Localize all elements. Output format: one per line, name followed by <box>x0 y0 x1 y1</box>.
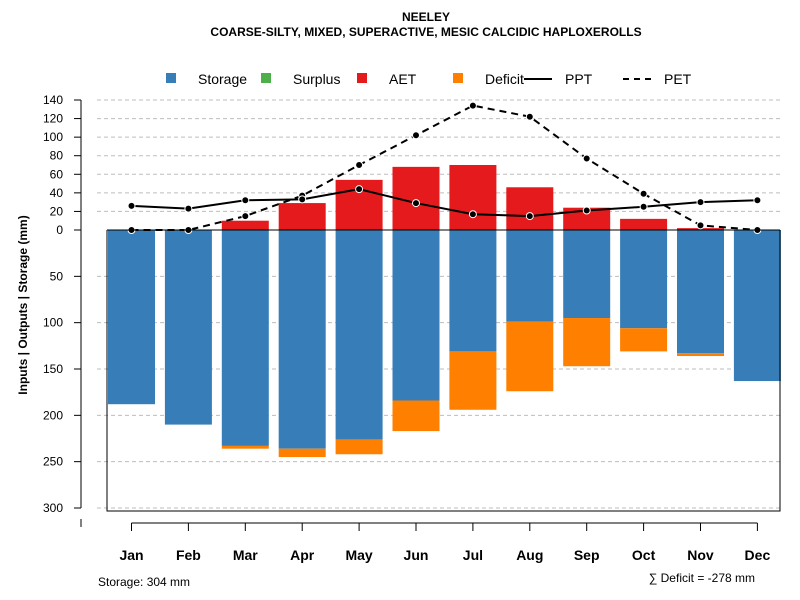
aet-bar-aug <box>506 187 554 230</box>
aet-bar-mar <box>221 220 269 230</box>
deficit-bar-nov <box>677 353 724 357</box>
storage-bar-apr <box>278 230 326 449</box>
storage-bar-jun <box>392 230 440 401</box>
aet-bar-oct <box>620 218 668 230</box>
storage-bar-aug <box>506 230 554 322</box>
legend-swatch-surplus <box>261 73 271 83</box>
deficit-bar-apr <box>278 448 326 458</box>
storage-bar-nov <box>677 230 724 354</box>
lines <box>127 101 762 234</box>
aet-bar-jul <box>449 165 497 230</box>
ppt-point-sep <box>582 206 591 215</box>
grid <box>97 99 783 509</box>
storage-total-label: Storage: 304 mm <box>98 575 190 589</box>
pet-point-nov <box>696 221 705 230</box>
legend: Storage Surplus AET Deficit PPT PET <box>166 71 692 87</box>
aet-bar-apr <box>278 203 326 230</box>
deficit-bar-jun <box>392 400 440 432</box>
x-tick-label-apr: Apr <box>290 547 315 563</box>
deficit-bar-jul <box>449 351 497 410</box>
plot-frame <box>106 230 781 512</box>
legend-label-ppt: PPT <box>565 71 593 87</box>
x-tick-label-aug: Aug <box>516 547 543 563</box>
y-tick-label-100: 100 <box>43 130 63 144</box>
ppt-point-jan <box>127 201 136 210</box>
x-tick-label-mar: Mar <box>233 547 258 563</box>
deficit-bar-sep <box>563 318 611 367</box>
x-tick-label-feb: Feb <box>176 547 201 563</box>
y-tick-label-140: 140 <box>43 93 63 107</box>
ppt-point-feb <box>184 204 193 213</box>
y-tick-label-20: 20 <box>50 204 64 218</box>
ppt-point-dec <box>753 196 762 205</box>
legend-label-pet: PET <box>664 71 692 87</box>
x-tick-label-oct: Oct <box>632 547 656 563</box>
y-tick-label-lower-200: 200 <box>43 408 63 422</box>
pet-point-aug <box>525 112 534 121</box>
legend-label-surplus: Surplus <box>293 71 340 87</box>
y-tick-label-80: 80 <box>50 149 64 163</box>
storage-bar-jan <box>108 230 155 405</box>
storage-bar-may <box>335 230 383 440</box>
y-tick-label-0: 0 <box>56 223 63 237</box>
legend-swatch-storage <box>166 73 176 83</box>
y-tick-label-lower-300: 300 <box>43 501 63 515</box>
storage-bar-mar <box>221 230 269 446</box>
pet-point-jul <box>468 101 477 110</box>
ppt-point-mar <box>241 196 250 205</box>
x-tick-label-jun: Jun <box>404 547 429 563</box>
chart-subtitle: COARSE-SILTY, MIXED, SUPERACTIVE, MESIC … <box>210 25 641 39</box>
y-tick-label-lower-150: 150 <box>43 362 63 376</box>
y-tick-label-lower-50: 50 <box>50 269 64 283</box>
legend-label-storage: Storage <box>198 71 247 87</box>
storage-bar-jul <box>449 230 497 352</box>
storage-bar-sep <box>563 230 611 319</box>
x-tick-label-dec: Dec <box>745 547 771 563</box>
deficit-bar-may <box>335 439 383 455</box>
ppt-point-jun <box>412 199 420 208</box>
pet-point-oct <box>639 189 648 198</box>
legend-label-aet: AET <box>389 71 417 87</box>
ppt-point-nov <box>696 198 705 207</box>
y-tick-label-60: 60 <box>50 167 64 181</box>
ppt-point-may <box>355 185 364 194</box>
ppt-point-jul <box>468 210 477 219</box>
deficit-bar-oct <box>620 328 668 352</box>
storage-bar-oct <box>620 230 668 329</box>
y-axis-label: Inputs | Outputs | Storage (mm) <box>16 215 30 394</box>
x-tick-label-jul: Jul <box>463 547 483 563</box>
ppt-point-apr <box>298 195 307 204</box>
x-tick-label-jan: Jan <box>119 547 143 563</box>
pet-point-jun <box>412 131 420 140</box>
legend-swatch-deficit <box>453 73 463 83</box>
ppt-line <box>131 188 758 218</box>
pet-point-mar <box>241 212 250 221</box>
x-tick-label-sep: Sep <box>574 547 600 563</box>
deficit-total-label: ∑ Deficit = -278 mm <box>649 571 755 585</box>
storage-bar-feb <box>164 230 212 425</box>
deficit-bar-mar <box>221 445 269 449</box>
y-tick-label-lower-250: 250 <box>43 455 63 469</box>
aet-bar-sep <box>563 207 611 230</box>
y-tick-label-lower-100: 100 <box>43 316 63 330</box>
x-tick-label-may: May <box>345 547 372 563</box>
pet-line <box>131 104 758 231</box>
y-tick-label-40: 40 <box>50 186 64 200</box>
storage-bar-dec <box>733 230 781 382</box>
legend-label-deficit: Deficit <box>485 71 524 87</box>
ppt-point-oct <box>639 202 648 211</box>
chart-title: NEELEY <box>402 10 450 24</box>
x-tick-label-nov: Nov <box>687 547 714 563</box>
pet-point-sep <box>582 154 591 163</box>
bars <box>108 165 781 458</box>
deficit-bar-aug <box>506 321 554 392</box>
ppt-point-aug <box>525 212 534 221</box>
legend-swatch-aet <box>357 73 367 83</box>
pet-point-may <box>355 161 364 169</box>
y-tick-label-120: 120 <box>43 112 63 126</box>
